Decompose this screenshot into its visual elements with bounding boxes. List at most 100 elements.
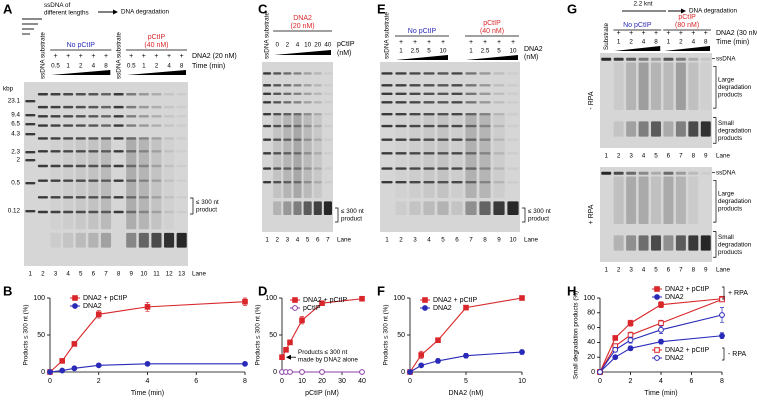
series-line bbox=[599, 298, 723, 373]
gel-band bbox=[626, 171, 637, 175]
plus-sign: + bbox=[704, 30, 708, 37]
gel-band bbox=[283, 167, 292, 170]
gel-band bbox=[313, 72, 322, 75]
data-point bbox=[612, 335, 619, 341]
x-tick-label: 6 bbox=[194, 378, 198, 385]
legend-label: DNA2 bbox=[433, 305, 452, 312]
plus-sign: + bbox=[483, 39, 487, 46]
y-tick-label: 100 bbox=[265, 295, 277, 302]
gel-band bbox=[651, 171, 661, 175]
gel-band bbox=[37, 93, 48, 96]
gel-band bbox=[323, 84, 332, 87]
gel-product-band bbox=[138, 232, 149, 248]
gel-band bbox=[493, 84, 505, 87]
plus-sign: + bbox=[53, 53, 57, 60]
gel-band bbox=[100, 150, 112, 153]
gel-product-band bbox=[303, 201, 312, 215]
gel-band bbox=[113, 164, 124, 168]
gel-band bbox=[75, 115, 86, 118]
step-label: 1 bbox=[399, 48, 403, 55]
gel-band bbox=[451, 84, 463, 87]
step-label: 0.5 bbox=[51, 63, 60, 70]
data-point bbox=[658, 301, 664, 308]
gel-band bbox=[88, 179, 99, 182]
band-label: degradation bbox=[718, 84, 752, 91]
bracket bbox=[335, 207, 339, 223]
legend-label: DNA2 bbox=[83, 303, 102, 310]
gel-band bbox=[273, 167, 282, 170]
gel-band bbox=[88, 196, 99, 199]
gel-band bbox=[164, 164, 175, 168]
gel-band bbox=[423, 138, 435, 141]
gel-band bbox=[437, 113, 449, 116]
gel-band bbox=[293, 92, 302, 95]
x-tick-label: 20 bbox=[318, 378, 326, 385]
gel-band bbox=[50, 93, 61, 96]
gel-band bbox=[263, 84, 272, 87]
lane-number: 1 bbox=[265, 237, 269, 244]
gel-band bbox=[50, 196, 61, 199]
gel-product-band bbox=[63, 232, 74, 248]
ramp bbox=[614, 46, 661, 51]
plus-sign: + bbox=[679, 30, 683, 37]
gel-band bbox=[313, 84, 322, 87]
legend-marker bbox=[72, 303, 78, 309]
condition-label: DNA2 (20 nM) bbox=[192, 53, 237, 60]
gel-band bbox=[113, 150, 124, 153]
gel-band bbox=[283, 124, 292, 128]
x-tick-label: 40 bbox=[358, 378, 366, 385]
lane-number: 1 bbox=[604, 267, 608, 274]
gel-band bbox=[100, 93, 112, 96]
group-label: No pCtIP bbox=[67, 42, 96, 49]
gel-band bbox=[176, 105, 187, 109]
gel-product-band bbox=[313, 201, 322, 215]
lane-number: 5 bbox=[79, 271, 83, 278]
gel-band bbox=[113, 179, 124, 182]
gel-band bbox=[507, 72, 519, 75]
gel-smear bbox=[126, 137, 137, 230]
gel-band bbox=[50, 105, 61, 109]
gel-band bbox=[151, 150, 162, 153]
step-label: 4 bbox=[296, 42, 300, 49]
lane-number: 12 bbox=[166, 271, 174, 278]
gel-band bbox=[164, 115, 175, 118]
gel-band bbox=[409, 72, 421, 75]
gel-band bbox=[63, 196, 74, 199]
gel-band bbox=[465, 167, 477, 170]
data-point bbox=[242, 360, 248, 367]
schematic-label: ssDNA of bbox=[44, 2, 70, 9]
legend-marker bbox=[654, 286, 660, 292]
condition-label: - RPA bbox=[588, 91, 595, 109]
plus-sign: + bbox=[66, 53, 70, 60]
condition-label: DNA2 (30 nM) bbox=[716, 30, 757, 37]
gel-smear bbox=[626, 176, 637, 224]
lane-number: 8 bbox=[117, 271, 121, 278]
gel-band bbox=[451, 181, 463, 184]
gel-product-band bbox=[176, 232, 187, 248]
gel-band bbox=[451, 72, 463, 75]
plus-sign: + bbox=[142, 53, 146, 60]
plus-sign: + bbox=[666, 30, 670, 37]
gel-band bbox=[75, 179, 86, 182]
gel-band bbox=[688, 171, 699, 175]
gel-band bbox=[507, 152, 519, 155]
lane-number: 2 bbox=[617, 267, 621, 274]
lane-number: 3 bbox=[629, 267, 633, 274]
gel-band bbox=[263, 152, 272, 155]
ramp bbox=[126, 70, 186, 75]
bracket bbox=[190, 197, 194, 215]
gel-band bbox=[409, 181, 421, 184]
gel-band bbox=[37, 196, 48, 199]
legend-label: pCtIP bbox=[303, 305, 321, 312]
legend-marker bbox=[654, 294, 660, 300]
gel-band bbox=[423, 101, 435, 104]
y-tick-label: 50 bbox=[37, 332, 45, 339]
gel-band bbox=[381, 101, 393, 104]
product-label: ≤ 300 nt bbox=[341, 208, 364, 215]
gel-band bbox=[601, 57, 612, 61]
x-tick-label: 4 bbox=[659, 378, 663, 385]
size-label: 6.5 bbox=[11, 121, 20, 128]
band-label: Small bbox=[718, 120, 734, 127]
gel-band bbox=[37, 150, 48, 153]
data-point bbox=[418, 362, 425, 369]
